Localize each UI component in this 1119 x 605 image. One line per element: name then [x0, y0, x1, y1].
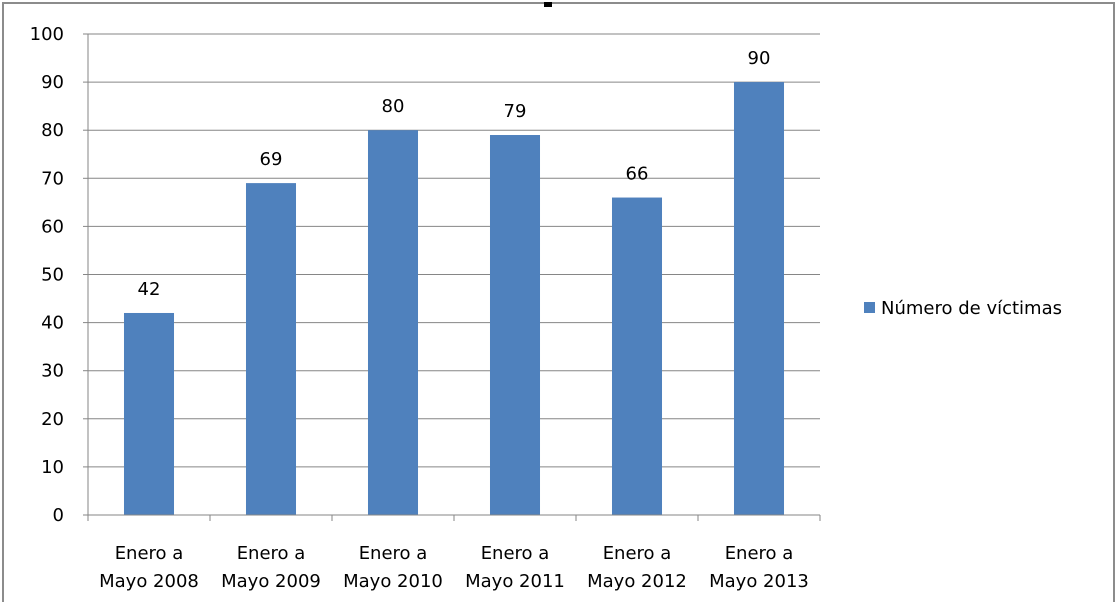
data-label: 79: [504, 101, 527, 122]
data-label: 42: [138, 279, 161, 300]
x-tick-label-line: Mayo 2012: [587, 571, 687, 592]
bar: [489, 135, 541, 515]
y-tick-label: 20: [41, 409, 64, 430]
bar: [245, 183, 297, 516]
x-tick-label: Enero a Mayo 2008: [99, 543, 199, 592]
x-tick-label: Enero a Mayo 2013: [709, 543, 809, 592]
x-tick-label-line: Mayo 2010: [343, 571, 443, 592]
x-tick-label: Enero a Mayo 2011: [465, 543, 565, 592]
x-tick-label-line: Mayo 2009: [221, 571, 321, 592]
gridlines: [88, 33, 820, 468]
y-tick-label: 30: [41, 361, 64, 382]
x-tick-label: Enero a Mayo 2009: [221, 543, 321, 592]
y-tick-label: 70: [41, 168, 64, 189]
y-tick-label: 40: [41, 313, 64, 334]
x-tick-labels: Enero a Mayo 2008 Enero a Mayo 2009 Enero a M…: [99, 543, 809, 592]
y-tick-label: 60: [41, 216, 64, 237]
x-tick-label: Enero a Mayo 2010: [343, 543, 443, 592]
data-label: 69: [260, 149, 283, 170]
y-tick-label: 50: [41, 265, 64, 286]
title-fragment: [544, 2, 552, 7]
data-label: 66: [626, 164, 649, 185]
bar: [367, 130, 419, 515]
x-tick-label-line: Enero a: [603, 543, 672, 564]
x-tick-label-line: Enero a: [237, 543, 306, 564]
x-tick-label-line: Enero a: [481, 543, 550, 564]
y-tick-label: 10: [41, 457, 64, 478]
legend: Número de víctimas: [864, 298, 1062, 319]
bar: [123, 312, 175, 515]
bars: [123, 82, 785, 516]
bar: [733, 82, 785, 515]
x-tick-label-line: Mayo 2013: [709, 571, 809, 592]
data-label: 90: [748, 48, 771, 69]
data-labels: 42 69 80 79 66 90: [138, 48, 771, 300]
x-tick-label-line: Enero a: [725, 543, 794, 564]
x-tick-label: Enero a Mayo 2012: [587, 543, 687, 592]
y-tick-label: 0: [53, 505, 64, 526]
y-tick-label: 80: [41, 120, 64, 141]
axes: [83, 33, 821, 521]
data-label: 80: [382, 96, 405, 117]
x-tick-label-line: Enero a: [359, 543, 428, 564]
x-tick-label-line: Enero a: [115, 543, 184, 564]
y-tick-label: 100: [30, 24, 64, 45]
x-tick-label-line: Mayo 2011: [465, 571, 565, 592]
bar: [611, 197, 663, 516]
legend-swatch: [864, 302, 875, 313]
y-tick-labels: 0 10 20 30 40 50 60 70 80 90 100: [30, 24, 64, 526]
legend-label: Número de víctimas: [881, 298, 1062, 319]
y-tick-label: 90: [41, 72, 64, 93]
x-tick-label-line: Mayo 2008: [99, 571, 199, 592]
